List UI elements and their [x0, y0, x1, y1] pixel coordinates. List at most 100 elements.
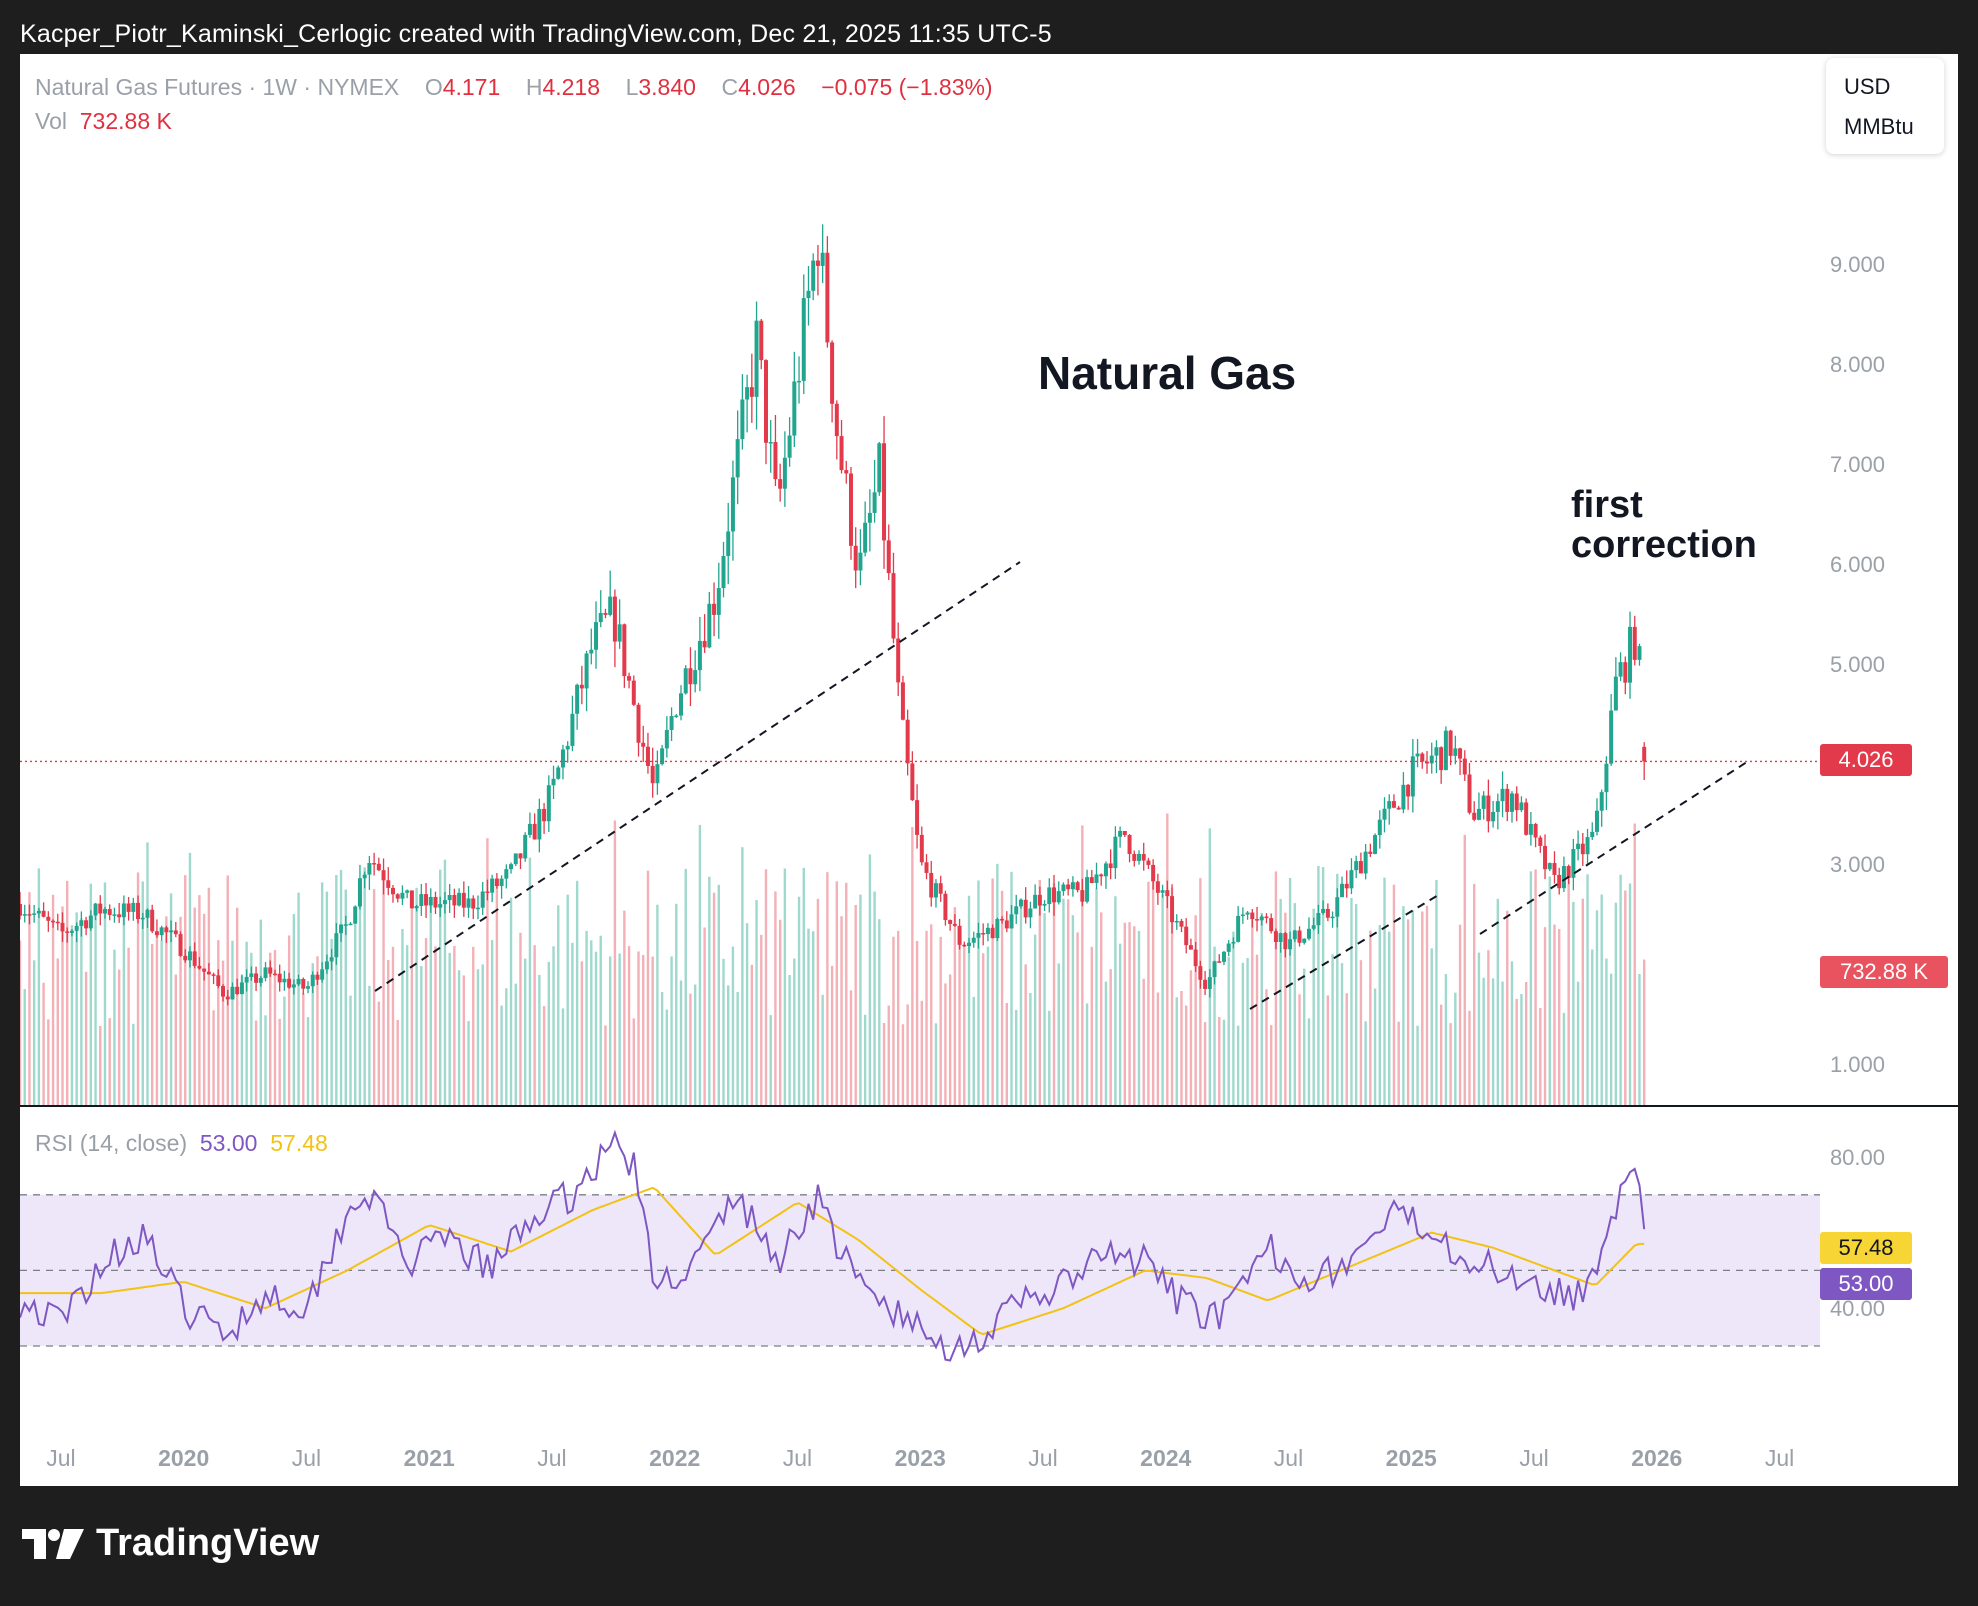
- volume-bar: [1369, 930, 1372, 1106]
- volume-bar: [1558, 929, 1561, 1106]
- candle-body: [20, 904, 22, 916]
- unit-selector[interactable]: USD MMBtu: [1826, 58, 1944, 154]
- volume-bar: [793, 958, 796, 1106]
- candle-body: [527, 823, 532, 835]
- currency-label[interactable]: USD: [1844, 74, 1891, 99]
- candle-body: [1599, 792, 1604, 811]
- price-axis-label: 3.000: [1830, 852, 1885, 877]
- candle-body: [1023, 899, 1028, 918]
- volume-bar: [802, 867, 805, 1106]
- volume-bar: [1151, 872, 1155, 1106]
- candle-body: [1505, 788, 1510, 812]
- candle-body: [1420, 753, 1425, 762]
- volume-bar: [542, 1006, 546, 1106]
- volume-bar: [906, 1004, 909, 1106]
- candle-body: [206, 971, 211, 975]
- volume-bar: [198, 895, 201, 1106]
- volume-bar: [1491, 978, 1495, 1106]
- volume-bar: [1057, 963, 1060, 1106]
- candle-body: [1458, 748, 1463, 759]
- candle-body: [140, 917, 145, 920]
- volume-bar: [94, 909, 97, 1106]
- volume-bar: [769, 1015, 772, 1106]
- rsi-axis-label: 80.00: [1830, 1145, 1885, 1170]
- candle-body: [211, 974, 216, 976]
- volume-bar: [188, 852, 192, 1106]
- candle-body: [291, 984, 296, 988]
- volume-bar: [439, 869, 442, 1106]
- candle-body: [1042, 904, 1047, 906]
- candle-body: [683, 668, 688, 694]
- candle-body: [1462, 758, 1467, 775]
- volume-bar: [1350, 898, 1353, 1106]
- candle-body: [995, 919, 1000, 939]
- candle-body: [627, 676, 632, 681]
- volume-bar: [934, 1023, 938, 1106]
- volume-bar: [1043, 913, 1046, 1106]
- candle-body: [806, 290, 811, 299]
- volume-bar: [571, 942, 574, 1106]
- volume-bar: [1529, 871, 1533, 1106]
- price-axis-label: 6.000: [1830, 552, 1885, 577]
- candle-body: [1193, 949, 1198, 967]
- volume-bar: [287, 935, 291, 1106]
- candle-body: [296, 978, 301, 985]
- volume-bar: [708, 876, 711, 1106]
- volume-bar: [1482, 977, 1485, 1106]
- time-axis-label: Jul: [537, 1445, 566, 1471]
- rsi-axis-label: 40.00: [1830, 1296, 1885, 1321]
- volume-bar: [136, 872, 140, 1106]
- volume-bar: [670, 956, 673, 1106]
- candle-body: [636, 704, 641, 743]
- volume-bar: [1222, 1019, 1226, 1106]
- candle-body: [886, 540, 891, 574]
- candle-body: [1052, 887, 1057, 903]
- tradingview-logo[interactable]: TradingView: [22, 1522, 319, 1565]
- candle-body: [221, 986, 226, 997]
- candle-body: [433, 896, 438, 908]
- candle-body: [1434, 747, 1439, 756]
- volume-bar: [1293, 903, 1297, 1106]
- candle-body: [376, 863, 381, 871]
- rsi-label[interactable]: RSI (14, close): [35, 1130, 188, 1156]
- volume-bar: [788, 975, 791, 1106]
- annotation-note-line2: correction: [1571, 524, 1757, 566]
- candle-body: [424, 894, 429, 906]
- candle-body: [612, 596, 617, 642]
- candle-body: [1292, 930, 1297, 940]
- candle-body: [1240, 914, 1245, 917]
- symbol-label[interactable]: Natural Gas Futures · 1W · NYMEX: [35, 74, 400, 100]
- volume-bar: [358, 884, 362, 1106]
- candle-body: [532, 823, 537, 840]
- volume-bar: [278, 1018, 281, 1106]
- candle-body: [1543, 845, 1548, 870]
- candle-body: [457, 892, 462, 906]
- volume-bar: [1600, 894, 1603, 1106]
- candle-body: [877, 443, 882, 493]
- trendline-2: [1249, 893, 1441, 1010]
- candle-body: [301, 978, 306, 989]
- volume-bar: [1029, 993, 1032, 1106]
- volume-bar: [972, 996, 975, 1106]
- candle-body: [258, 978, 263, 983]
- candle-body: [782, 457, 787, 489]
- volume-bar: [372, 889, 376, 1106]
- low-label: L: [625, 74, 639, 100]
- volume-bar: [269, 952, 272, 1106]
- volume-bar: [528, 857, 532, 1106]
- candle-body: [858, 552, 863, 571]
- candle-body: [131, 902, 136, 912]
- candle-body: [69, 930, 74, 933]
- volume-bar: [1033, 934, 1037, 1106]
- candle-body: [1481, 795, 1486, 809]
- volume-bar: [155, 931, 159, 1106]
- time-axis-label: Jul: [1519, 1445, 1548, 1471]
- volume-bar: [103, 882, 107, 1106]
- volume-bar: [1170, 887, 1174, 1106]
- unit-label[interactable]: MMBtu: [1844, 114, 1914, 139]
- candle-body: [1269, 918, 1274, 932]
- candle-body: [924, 862, 929, 873]
- candle-body: [494, 878, 499, 887]
